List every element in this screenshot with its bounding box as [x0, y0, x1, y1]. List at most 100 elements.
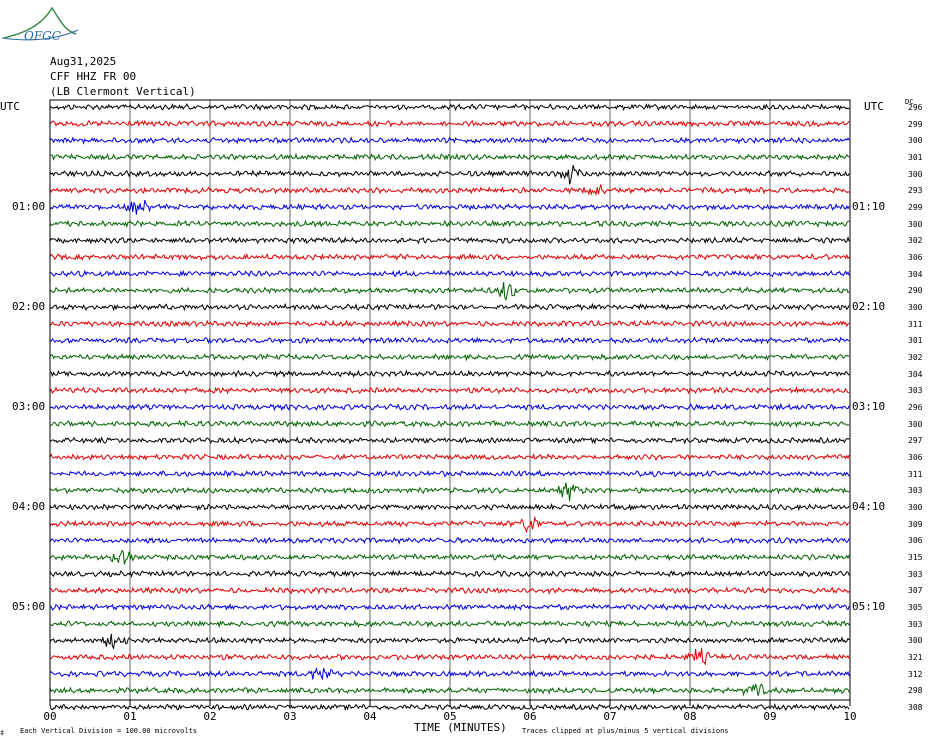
dc-offset-value: 302: [908, 353, 923, 363]
seismic-trace: [49, 402, 850, 412]
header-date: Aug31,2025: [50, 55, 117, 68]
x-tick-label: 10: [843, 710, 856, 723]
hour-label-left: 02:00: [12, 300, 46, 314]
hour-label-left: 01:00: [12, 200, 46, 214]
dc-offset-value: 300: [908, 503, 923, 513]
hour-label-left: 04:00: [12, 500, 46, 514]
dc-offset-value: 312: [908, 669, 923, 679]
x-tick-label: 02: [203, 710, 216, 723]
seismic-trace: [49, 369, 850, 378]
dc-offset-value: 315: [908, 553, 923, 563]
dc-label: DC: [905, 98, 914, 106]
dc-offset-value: 309: [908, 519, 923, 529]
dc-offset-value: 306: [908, 536, 923, 546]
x-tick-label: 08: [683, 710, 696, 723]
seismic-trace: [49, 281, 850, 301]
dc-offset-value: 296: [908, 103, 923, 112]
seismic-trace: [49, 236, 850, 245]
logo-text: OFGC: [24, 29, 61, 43]
seismic-trace: [49, 119, 850, 128]
seismic-trace: [49, 502, 850, 512]
seismic-trace: [49, 619, 850, 629]
x-tick-label: 04: [363, 710, 377, 723]
footer-clip-note: Traces clipped at plus/minus 5 vertical …: [522, 727, 729, 735]
dc-offset-value: 296: [908, 403, 923, 413]
right-utc-label: UTC: [864, 100, 884, 113]
x-axis-ticks: 00 01 02 03 04 05 06 07 08 09 10: [43, 700, 857, 723]
seismic-trace: [49, 103, 850, 112]
dc-offset-value: 300: [908, 636, 923, 646]
logo: OFGC: [1, 6, 79, 43]
dc-offset-value: 308: [908, 703, 923, 713]
seismic-trace: [49, 219, 850, 229]
header-station: CFF HHZ FR 00: [50, 70, 137, 83]
dc-offset-value: 304: [908, 369, 923, 379]
seismic-trace: [49, 252, 850, 262]
dc-offset-value: 301: [908, 336, 923, 346]
dc-offset-value: 302: [908, 236, 923, 246]
seismic-trace: [49, 269, 850, 278]
dc-offset-value: 290: [908, 286, 923, 296]
dc-offset-value: 300: [908, 219, 923, 229]
dc-offset-value: 321: [908, 653, 923, 663]
dc-offset-value: 303: [908, 619, 923, 629]
dc-offset-value: 300: [908, 419, 923, 429]
dc-offset-value: 299: [908, 119, 923, 129]
dc-offset-value: 299: [908, 203, 923, 213]
hour-label-right: 01:10: [852, 200, 886, 214]
hour-label-right: 04:10: [852, 500, 886, 514]
dc-offset-value: 300: [908, 136, 923, 146]
seismic-trace: [49, 683, 850, 697]
footer-vertical-division: Each Vertical Division = 100.00 microvol…: [20, 727, 198, 735]
seismic-trace: [49, 549, 850, 565]
seismic-trace: [49, 515, 850, 534]
seismic-trace: [49, 352, 850, 362]
x-tick-label: 01: [123, 710, 136, 723]
footer-mark-icon: ‡: [0, 729, 5, 737]
dc-offset-value: 303: [908, 569, 923, 579]
seismic-trace: [49, 469, 850, 478]
dc-offset-value: 297: [908, 436, 923, 446]
seismic-trace: [49, 419, 850, 429]
dc-offset-value: 300: [908, 169, 923, 179]
x-tick-label: 00: [43, 710, 56, 723]
left-utc-label: UTC: [0, 100, 20, 113]
dc-offset-value: 301: [908, 153, 923, 162]
seismic-trace: [49, 165, 850, 185]
hour-label-left: 05:00: [12, 600, 46, 614]
dc-offset-value: 303: [908, 386, 923, 396]
dc-offset-value: 311: [908, 319, 923, 329]
seismic-trace: [49, 184, 850, 197]
seismic-trace: [49, 436, 850, 445]
dc-offset-value: 298: [908, 686, 923, 696]
dc-offset-value: 300: [908, 303, 923, 313]
x-tick-label: 09: [763, 710, 776, 723]
seismic-trace: [49, 536, 850, 545]
seismic-trace: [49, 633, 850, 650]
dc-offset-value: 293: [908, 186, 923, 196]
seismic-trace: [49, 647, 850, 666]
dc-offset-value: 306: [908, 253, 923, 263]
logo-hill-icon: [3, 6, 77, 39]
seismic-trace: [49, 336, 850, 345]
seismic-trace: [49, 702, 850, 712]
dc-offset-value: 306: [908, 453, 923, 463]
seismic-trace: [49, 453, 850, 462]
hour-label-right: 03:10: [852, 400, 886, 414]
seismic-trace: [49, 136, 850, 145]
seismic-trace: [49, 302, 850, 312]
x-tick-label: 03: [283, 710, 296, 723]
dc-offset-value: 311: [908, 469, 923, 479]
hour-label-right: 02:10: [852, 300, 886, 314]
dc-offset-value: 307: [908, 586, 923, 596]
header-location: (LB Clermont Vertical): [50, 85, 196, 98]
dc-offset-value: 303: [908, 486, 923, 496]
hour-label-left: 03:00: [12, 400, 46, 414]
x-tick-label: 05: [443, 710, 456, 723]
dc-offset-value: 304: [908, 269, 923, 279]
seismic-trace: [49, 667, 850, 681]
seismic-trace: [49, 482, 850, 502]
seismic-trace: [49, 569, 850, 579]
logo-swoosh-icon: [1, 29, 79, 41]
